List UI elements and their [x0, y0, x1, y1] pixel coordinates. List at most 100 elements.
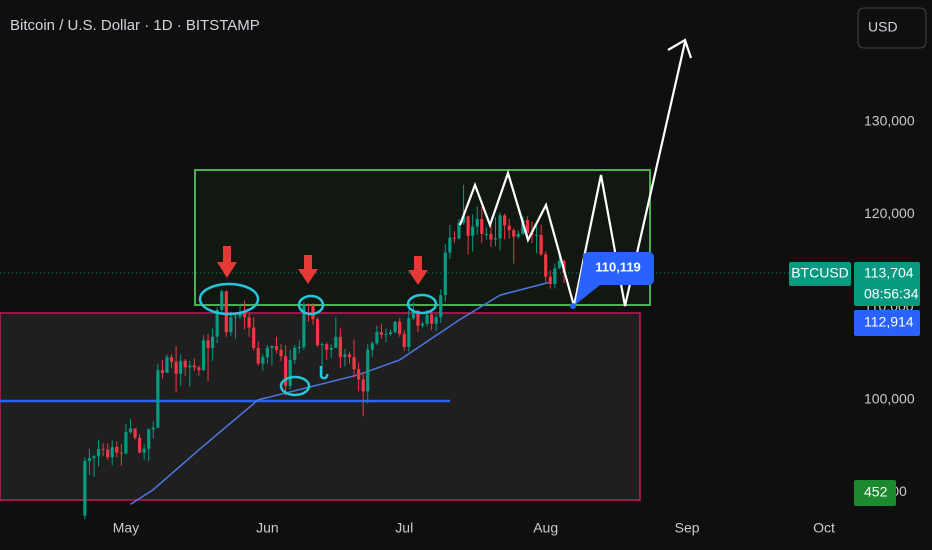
candle-body	[557, 260, 561, 269]
circle	[297, 294, 325, 316]
candle-body	[512, 230, 516, 237]
candle-body	[379, 332, 384, 335]
candle-body	[238, 312, 242, 317]
candle-body	[165, 357, 169, 373]
candle-body	[233, 316, 238, 318]
candle-body	[124, 432, 128, 454]
candle-body	[357, 369, 361, 380]
x-tick-label: May	[113, 520, 139, 536]
candle-body	[265, 347, 269, 358]
candle-body	[142, 448, 146, 453]
squiggle	[319, 366, 329, 380]
candle-body	[220, 291, 224, 310]
y-tick-label: 100,000	[864, 390, 915, 406]
currency-button[interactable]	[857, 7, 927, 49]
callout-label: 110,119	[595, 259, 641, 274]
projection-path	[458, 41, 687, 307]
candle-body	[489, 233, 493, 240]
x-tick-label: Jun	[256, 520, 279, 536]
y-tick-label: 130,000	[864, 113, 915, 129]
candle-body	[174, 361, 178, 374]
circle	[406, 293, 438, 315]
candle-body	[480, 219, 484, 234]
candle-body	[270, 346, 274, 348]
candle-body	[425, 314, 429, 324]
projection-arrowhead	[667, 38, 693, 59]
candle-body	[256, 347, 260, 364]
candle-body	[311, 305, 315, 320]
ma-box	[854, 310, 920, 336]
x-tick-label: Oct	[813, 520, 835, 536]
candle-body	[288, 359, 292, 386]
candle-body	[544, 254, 548, 277]
candle-body	[147, 429, 151, 449]
candle-body	[115, 447, 119, 453]
candle-body	[398, 321, 402, 334]
candle-body	[366, 349, 370, 392]
candle-body	[553, 268, 557, 284]
candle-body	[128, 428, 133, 433]
x-tick-label: Sep	[675, 520, 700, 536]
candle-body	[430, 314, 434, 324]
volume-box	[854, 480, 896, 506]
price-labels: USD BTCUSD 113,704 08:56:34 112,914 452	[789, 7, 927, 506]
candle-body	[151, 427, 155, 430]
candle-body	[306, 304, 311, 306]
candle-body	[101, 448, 105, 450]
candle-body	[315, 319, 320, 346]
symbol-box	[789, 262, 851, 286]
y-tick-label: 120,000	[864, 205, 915, 221]
candle-body	[215, 309, 219, 337]
x-tick-label: Jul	[395, 520, 413, 536]
candle-body	[83, 460, 87, 516]
candle-body	[457, 222, 461, 239]
arrow	[408, 256, 428, 285]
candle-body	[343, 354, 347, 358]
candle-body	[242, 312, 247, 318]
candle-body	[320, 344, 324, 346]
candle-body	[302, 304, 306, 347]
candle-body	[96, 448, 101, 457]
candle-body	[329, 347, 333, 350]
candle-body	[338, 336, 342, 358]
chart-title: Bitcoin / U.S. Dollar · 1D · BITSTAMP	[10, 17, 260, 34]
currency[interactable]: USD	[868, 19, 898, 35]
candle-body	[475, 219, 479, 227]
candle-body	[188, 365, 192, 368]
countdown: 08:56:34	[864, 286, 919, 302]
candle-body	[411, 310, 415, 319]
candle-body	[229, 317, 233, 333]
candle-body	[224, 291, 228, 333]
candle-body	[393, 321, 397, 333]
candle-body	[274, 346, 279, 350]
candle-body	[498, 215, 502, 239]
candle-body	[493, 238, 498, 240]
candle-body	[211, 336, 215, 348]
candle-body	[156, 370, 160, 428]
callout	[583, 252, 654, 285]
candle-body	[503, 215, 507, 226]
symbol: BTCUSD	[791, 265, 849, 281]
candle-body	[448, 237, 452, 253]
callout-dot	[570, 303, 576, 309]
candle-body	[347, 354, 352, 358]
axes: 90,000100,000110,000120,000130,000MayJun…	[113, 113, 915, 536]
candle-body	[325, 344, 329, 350]
circles	[198, 282, 438, 397]
candle-body	[279, 349, 283, 357]
candle-body	[183, 360, 187, 368]
candle-body	[539, 234, 543, 255]
arrow	[298, 255, 318, 284]
candle-body	[247, 317, 251, 328]
drawings: 110,119	[198, 38, 693, 397]
candle-body	[407, 318, 411, 347]
candle-body	[297, 346, 301, 348]
candle-body	[197, 367, 201, 371]
candle-body	[252, 327, 256, 348]
candle-body	[138, 437, 142, 453]
candle-body	[160, 370, 165, 373]
x-tick-label: Aug	[533, 520, 558, 536]
consolidation-box	[194, 169, 651, 306]
candle-body	[452, 237, 457, 239]
